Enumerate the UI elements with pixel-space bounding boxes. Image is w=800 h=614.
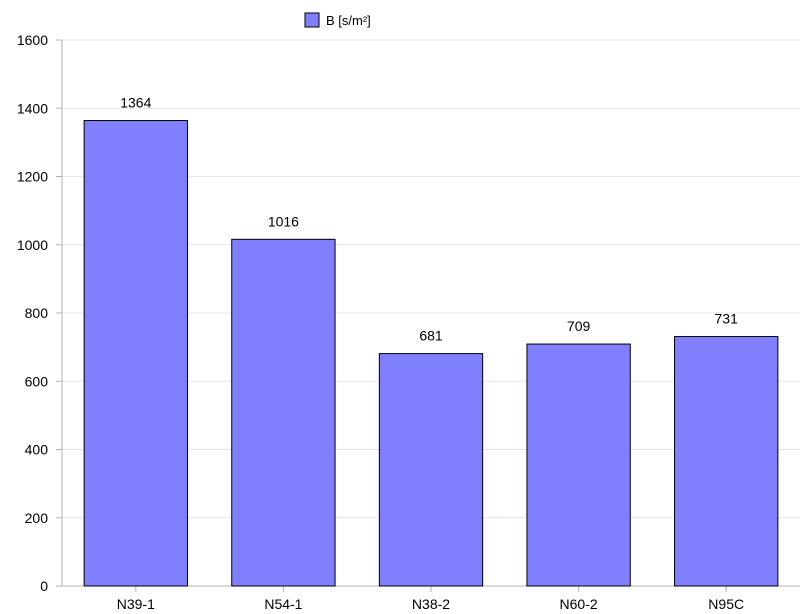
- data-label: 681: [419, 328, 443, 344]
- x-tick-label: N38-2: [412, 596, 450, 612]
- bar: [674, 336, 779, 587]
- y-tick-label: 400: [25, 442, 49, 458]
- y-tick-label: 1600: [17, 32, 48, 48]
- legend-swatch: [304, 12, 320, 28]
- x-tick-label: N95C: [708, 596, 744, 612]
- y-tick-label: 200: [25, 510, 49, 526]
- data-labels: 1364 1016 681 709 731: [120, 95, 738, 344]
- y-tick-label: 600: [25, 373, 49, 389]
- data-label: 709: [567, 318, 591, 334]
- bar: [83, 120, 188, 587]
- x-tick-label: N60-2: [560, 596, 598, 612]
- bar: [526, 343, 631, 587]
- y-tick-label: 1200: [17, 169, 48, 185]
- y-tick-label: 800: [25, 305, 49, 321]
- data-label: 731: [715, 311, 739, 327]
- x-tick-label: N39-1: [117, 596, 155, 612]
- bars: [83, 120, 779, 587]
- legend-label: B [s/m²]: [326, 13, 371, 28]
- y-tick-label: 1000: [17, 237, 48, 253]
- x-tick-labels: N39-1 N54-1 N38-2 N60-2 N95C: [117, 596, 744, 612]
- bar: [378, 353, 484, 587]
- y-tick-label: 1400: [17, 100, 48, 116]
- x-tick-label: N54-1: [264, 596, 302, 612]
- y-tick-labels: 0 200 400 600 800 1000 1200 1400 1600: [17, 32, 48, 594]
- data-label: 1016: [268, 213, 299, 229]
- data-label: 1364: [120, 95, 151, 111]
- bar: [231, 238, 336, 587]
- y-tick-label: 0: [40, 578, 48, 594]
- legend: B [s/m²]: [304, 12, 371, 28]
